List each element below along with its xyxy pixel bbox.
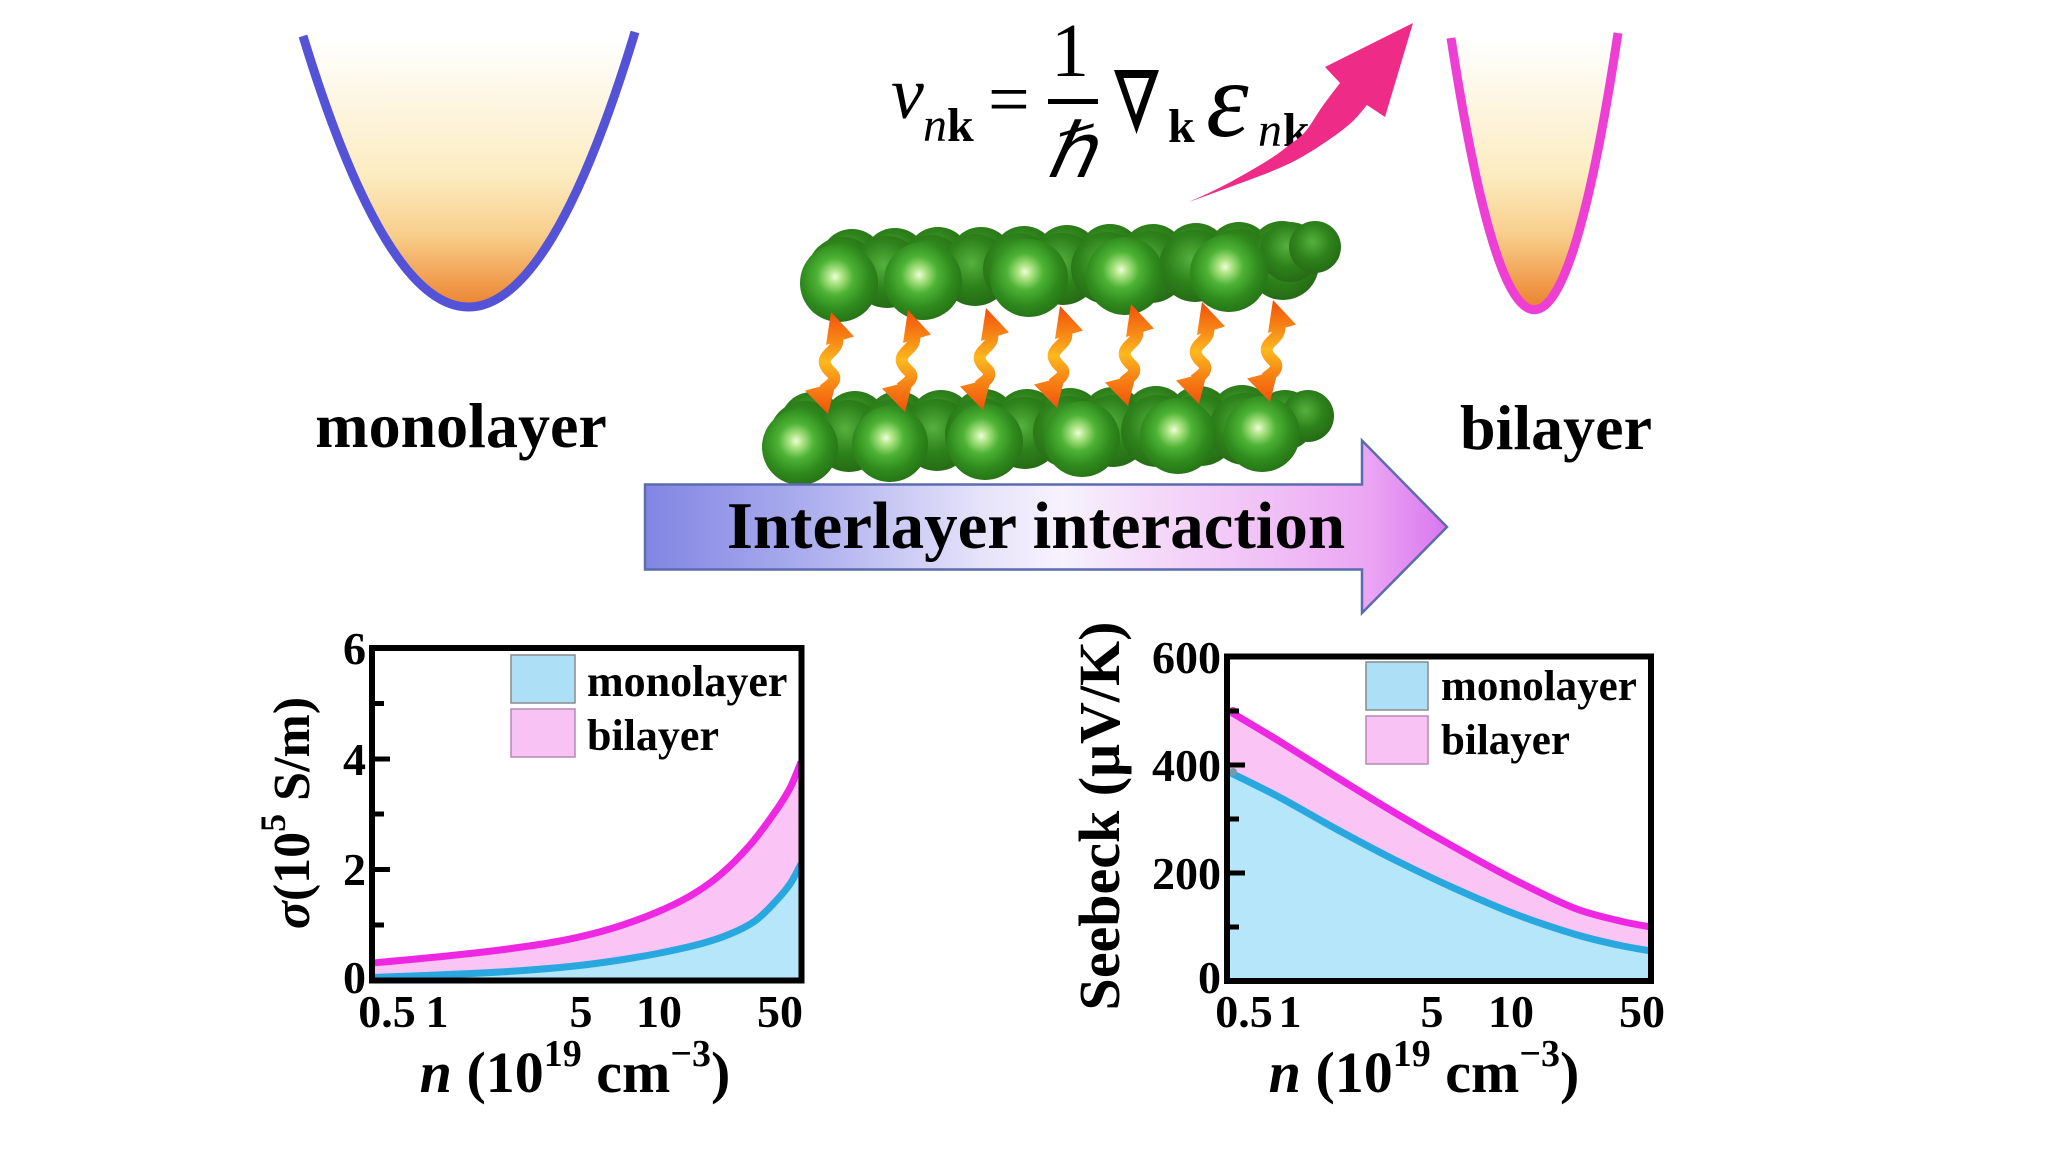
svg-text:1: 1 [426,986,449,1037]
svg-text:bilayer: bilayer [1441,717,1570,764]
svg-text:=: = [988,59,1030,141]
svg-text:6: 6 [343,623,366,674]
svg-text:10: 10 [636,986,682,1037]
svg-text:k: k [947,99,974,152]
svg-text:0: 0 [343,952,366,1003]
svg-text:Interlayer interaction: Interlayer interaction [727,489,1345,563]
svg-text:400: 400 [1152,740,1221,791]
svg-text:50: 50 [757,986,803,1037]
svg-text:bilayer: bilayer [1460,392,1652,463]
svg-text:0.5: 0.5 [1215,986,1273,1037]
svg-text:monolayer: monolayer [315,390,607,461]
svg-text:10: 10 [1488,986,1534,1037]
svg-text:1: 1 [1279,986,1302,1037]
svg-text:ε: ε [1206,41,1249,160]
svg-text:5: 5 [570,986,593,1037]
svg-text:50: 50 [1619,986,1665,1037]
svg-text:ℏ: ℏ [1046,110,1100,194]
svg-text:2: 2 [343,844,366,895]
svg-text:1: 1 [1051,9,1089,93]
svg-text:n: n [923,99,947,152]
svg-text:Seebeck (μV/K): Seebeck (μV/K) [1067,622,1132,1011]
svg-text:v: v [891,53,924,135]
svg-text:k: k [1168,100,1195,153]
svg-text:n: n [1258,104,1282,157]
svg-text:n (1019 cm−3): n (1019 cm−3) [420,1033,731,1105]
svg-text:4: 4 [343,734,366,785]
svg-text:n (1019 cm−3): n (1019 cm−3) [1269,1033,1580,1105]
svg-text:600: 600 [1152,632,1221,683]
svg-text:bilayer: bilayer [587,711,719,760]
svg-text:0.5: 0.5 [358,986,416,1037]
svg-text:200: 200 [1152,848,1221,899]
svg-text:5: 5 [1421,986,1444,1037]
svg-text:0: 0 [1198,952,1221,1003]
svg-text:monolayer: monolayer [587,657,787,706]
svg-text:monolayer: monolayer [1441,663,1637,710]
svg-text:σ(105 S/m): σ(105 S/m) [253,697,321,929]
